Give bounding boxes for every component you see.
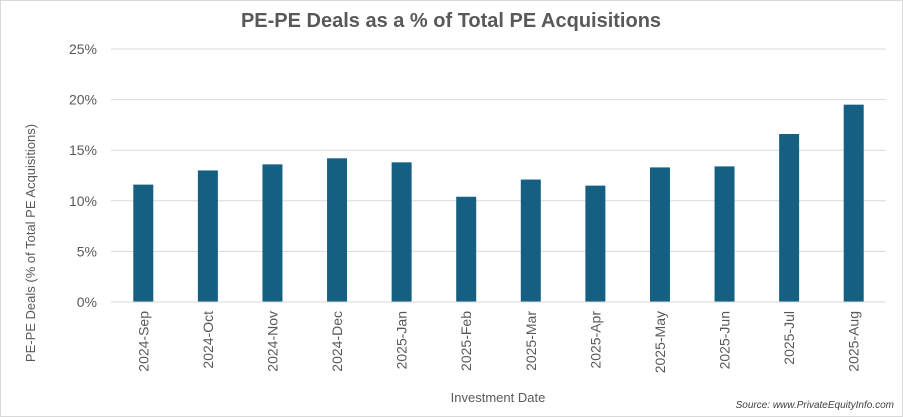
bar-2025-May [649, 167, 670, 302]
source-note: Source: www.PrivateEquityInfo.com [736, 400, 894, 411]
x-tick-label: 2025-May [652, 311, 668, 373]
x-tick-label: 2025-Feb [458, 311, 474, 371]
x-tick-label: 2024-Sep [135, 311, 151, 372]
bar-2025-Jul [779, 134, 800, 302]
y-axis-title: PE-PE Deals (% of Total PE Acquisitions) [23, 124, 38, 362]
bar-2025-Mar [520, 179, 541, 302]
bar-2025-Feb [456, 196, 477, 302]
x-axis-title: Investment Date [451, 390, 546, 405]
x-tick-label: 2024-Nov [264, 311, 280, 372]
y-tick-label: 15% [69, 142, 97, 158]
x-tick-label: 2024-Oct [200, 311, 216, 369]
bar-2025-Apr [585, 185, 606, 302]
bar-2025-Aug [843, 104, 864, 302]
y-tick-label: 5% [77, 243, 97, 259]
bar-2025-Jun [714, 166, 735, 302]
x-tick-label: 2025-Aug [846, 311, 862, 372]
x-tick-label: 2025-Mar [523, 311, 539, 371]
bar-2024-Dec [327, 158, 348, 302]
y-tick-label: 0% [77, 294, 97, 310]
x-tick-label: 2025-Jun [717, 311, 733, 369]
x-tick-label: 2025-Apr [587, 311, 603, 369]
chart-title: PE-PE Deals as a % of Total PE Acquisiti… [241, 10, 661, 32]
y-axis-tick-labels: 0% 5% 10% 15% 20% 25% [69, 41, 97, 310]
bars [133, 104, 864, 302]
y-tick-label: 20% [69, 92, 97, 108]
x-axis-tick-labels: 2024-Sep 2024-Oct 2024-Nov 2024-Dec 2025-Jan… [135, 311, 861, 374]
bar-2025-Jan [391, 162, 412, 302]
bar-2024-Oct [197, 170, 218, 302]
y-tick-label: 10% [69, 193, 97, 209]
x-tick-label: 2024-Dec [329, 311, 345, 372]
x-tick-label: 2025-Jan [394, 311, 410, 369]
x-tick-label: 2025-Jul [781, 311, 797, 365]
bar-2024-Sep [133, 184, 154, 302]
gridlines [111, 48, 886, 252]
y-tick-label: 25% [69, 41, 97, 57]
bar-2024-Nov [262, 164, 283, 302]
